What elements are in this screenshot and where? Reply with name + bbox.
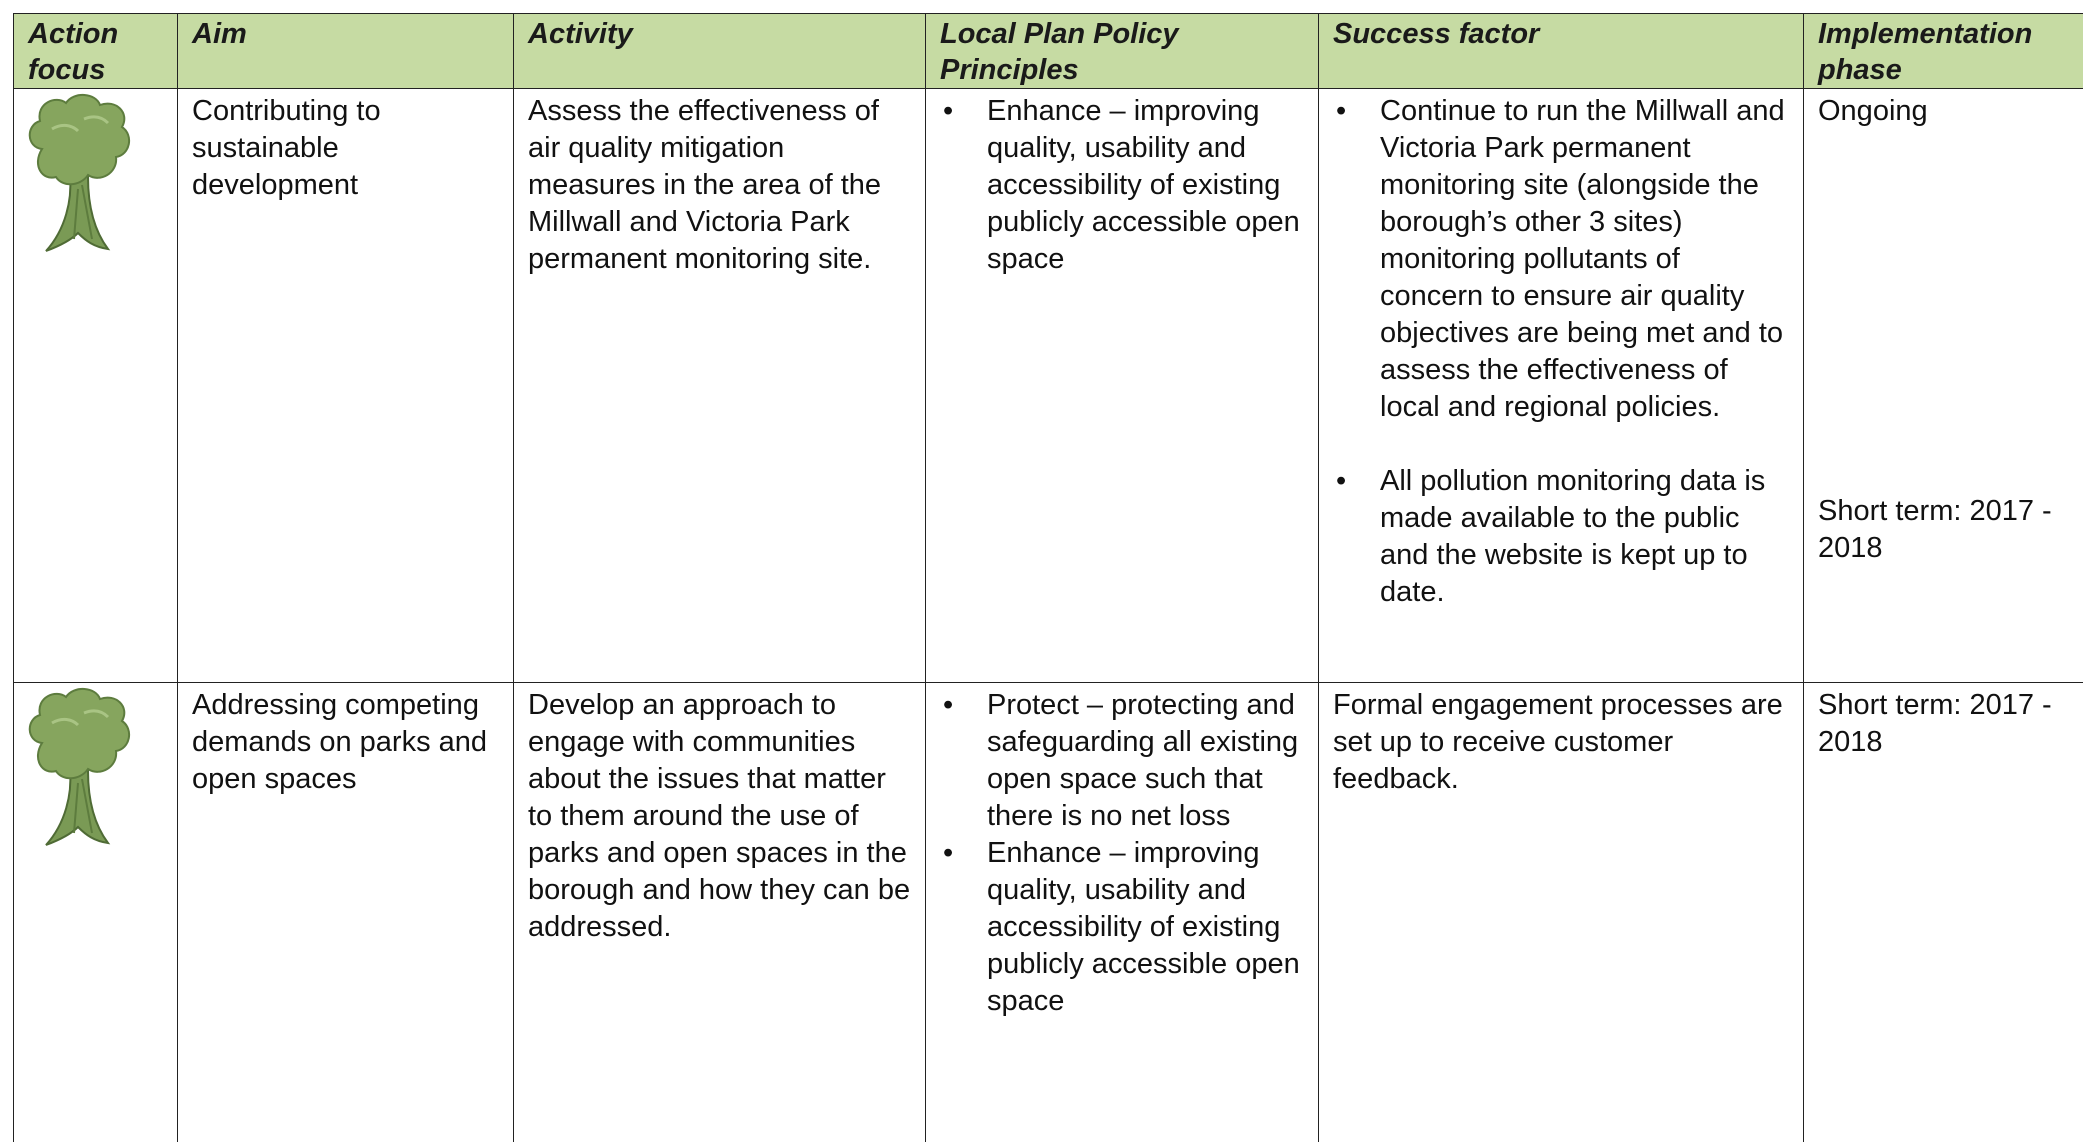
aim: Contributing to sustainable development xyxy=(177,88,513,682)
header-cell: Success factor xyxy=(1318,13,1803,88)
success-item: Continue to run the Millwall and Victori… xyxy=(1336,93,1789,426)
principle: Protect – protecting and safeguarding al… xyxy=(943,687,1308,835)
principles: Enhance – improving quality, usability a… xyxy=(925,88,1318,682)
icon-cell xyxy=(13,88,177,682)
aim: Addressing competing demands on parks an… xyxy=(177,682,513,1142)
icon-cell xyxy=(13,682,177,1142)
success-item: All pollution monitoring data is made av… xyxy=(1336,463,1789,611)
header-cell: Local Plan Policy Principles xyxy=(925,13,1318,88)
success-factor: Formal engagement processes are set up t… xyxy=(1318,682,1803,1142)
header-cell: Aim xyxy=(177,13,513,88)
success-factor: Continue to run the Millwall and Victori… xyxy=(1318,88,1803,682)
tree-icon xyxy=(28,93,131,253)
phase: Short term: 2017 - 2018 xyxy=(1803,682,2083,1142)
principle: Enhance – improving quality, usability a… xyxy=(943,93,1308,278)
activity: Develop an approach to engage with commu… xyxy=(513,682,925,1142)
header-cell: Implementation phase xyxy=(1803,13,2083,88)
header-cell: Activity xyxy=(513,13,925,88)
activity: Assess the effectiveness of air quality … xyxy=(513,88,925,682)
principle: Enhance – improving quality, usability a… xyxy=(943,835,1308,1020)
header-cell: Action focus xyxy=(13,13,177,88)
phase-item: Short term: 2017 - 2018 xyxy=(1818,495,2052,564)
phase: Ongoing Short term: 2017 - 2018 xyxy=(1803,88,2083,682)
principles: Protect – protecting and safeguarding al… xyxy=(925,682,1318,1142)
tree-icon xyxy=(28,687,131,847)
phase-item: Ongoing xyxy=(1818,95,1928,127)
